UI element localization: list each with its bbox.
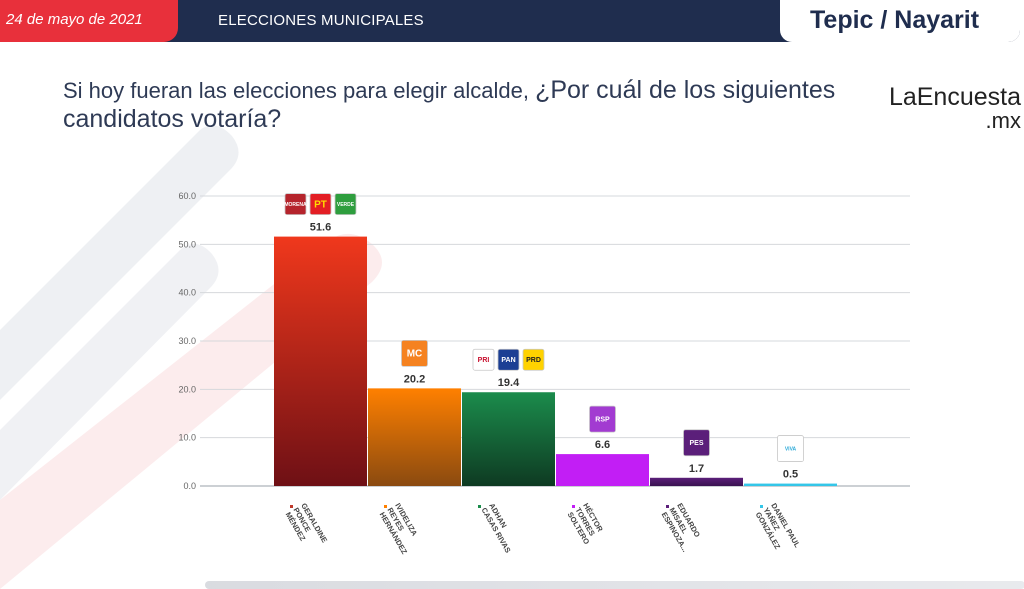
legend-dot [478,505,481,508]
section-title: ELECCIONES MUNICIPALES [218,12,424,29]
party-logo [309,193,332,216]
y-tick-label: 10.0 [178,433,196,443]
date-tab [0,0,178,42]
y-tick-label: 50.0 [178,239,196,249]
party-logo-text: PES [689,440,703,447]
party-logo-text: VERDE [337,202,355,208]
data-label: 6.6 [595,439,610,451]
party-logo-text: PRI [478,357,490,364]
party-logo-text: PAN [501,357,515,364]
party-logo-text: MC [407,349,423,360]
y-tick-label: 40.0 [178,288,196,298]
bar [556,454,649,486]
y-tick-label: 0.0 [183,481,196,491]
legend-dot [666,505,669,508]
party-logo [334,193,357,216]
party-logo [522,348,545,371]
y-tick-label: 20.0 [178,384,196,394]
footer-note-blurred [205,581,1024,589]
y-tick-label: 30.0 [178,336,196,346]
data-label: 51.6 [310,222,331,234]
y-tick-label: 60.0 [178,191,196,201]
legend-dot [290,505,293,508]
data-label: 0.5 [783,469,798,481]
bar [744,483,837,486]
party-logo-text: MORENA [284,202,307,208]
party-logo-text: VIVA [785,446,797,452]
bar [462,392,555,486]
bar [368,388,461,486]
bar [274,236,367,486]
party-logo [777,435,804,462]
location-tab [780,0,1020,42]
legend-dot [384,505,387,508]
party-logo [589,405,616,433]
location-title: Tepic / Nayarit [810,6,980,34]
logo-line-1: LaEncuesta [888,83,1021,111]
party-logo [683,429,710,457]
party-logo [472,348,495,371]
legend-dot [760,505,763,508]
data-label: 1.7 [689,463,704,475]
category-label: EDUARDOMISAELESPINOZA... [660,502,702,554]
party-logo [497,348,520,371]
question-part-2: ¿Por cuál de los siguientes candidatos v… [63,76,836,133]
brand-logo: LaEncuesta .mx [876,85,1021,133]
party-logo-text: RSP [595,416,610,423]
bar [650,477,743,486]
party-logo-text: PT [314,199,327,210]
question-part-1: Si hoy fueran las elecciones para elegir… [63,78,536,103]
party-logo [284,193,307,216]
party-logo-text: PRD [526,357,541,364]
survey-question: Si hoy fueran las elecciones para elegir… [63,76,863,134]
data-label: 19.4 [498,377,520,389]
legend-dot [572,505,575,508]
survey-date: 24 de mayo de 2021 [6,11,143,28]
logo-line-2: .mx [985,108,1021,133]
data-label: 20.2 [404,373,425,385]
party-logo [401,339,428,367]
